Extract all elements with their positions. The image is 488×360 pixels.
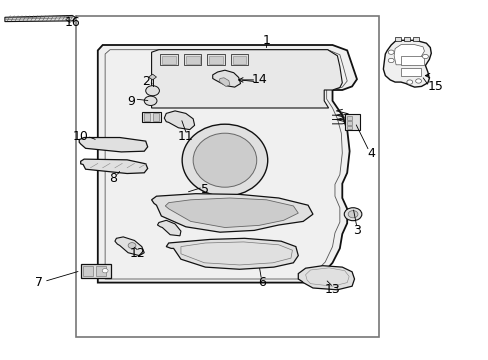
- Polygon shape: [98, 45, 356, 283]
- Text: 1: 1: [262, 34, 270, 47]
- Polygon shape: [5, 15, 76, 22]
- Bar: [230, 54, 248, 65]
- Bar: [96, 266, 106, 276]
- Bar: [83, 266, 93, 276]
- Polygon shape: [81, 159, 147, 174]
- Text: 11: 11: [178, 130, 193, 143]
- Polygon shape: [148, 74, 156, 80]
- Circle shape: [128, 243, 136, 248]
- Circle shape: [344, 208, 361, 221]
- Polygon shape: [164, 111, 194, 130]
- Text: 15: 15: [427, 80, 442, 93]
- Text: 12: 12: [130, 247, 145, 260]
- Polygon shape: [165, 198, 298, 228]
- Bar: [185, 56, 199, 64]
- Bar: [207, 54, 224, 65]
- Bar: [153, 113, 159, 121]
- Bar: [76, 16, 378, 337]
- Polygon shape: [166, 238, 298, 269]
- Text: 3: 3: [352, 224, 360, 237]
- Bar: [232, 56, 246, 64]
- Bar: [160, 54, 178, 65]
- Polygon shape: [383, 40, 430, 87]
- Text: 16: 16: [64, 16, 80, 29]
- Bar: [346, 121, 351, 125]
- Polygon shape: [393, 45, 424, 65]
- Text: 7: 7: [35, 276, 43, 289]
- Bar: [400, 68, 420, 76]
- Polygon shape: [298, 266, 354, 290]
- Text: 13: 13: [324, 283, 340, 296]
- Bar: [412, 37, 418, 41]
- Text: 8: 8: [109, 172, 117, 185]
- Bar: [400, 56, 424, 65]
- Text: 14: 14: [251, 73, 266, 86]
- Ellipse shape: [193, 133, 256, 187]
- Bar: [346, 126, 351, 129]
- Polygon shape: [115, 237, 144, 256]
- Polygon shape: [219, 78, 229, 86]
- Polygon shape: [151, 194, 312, 232]
- Polygon shape: [212, 70, 240, 87]
- Circle shape: [102, 269, 108, 273]
- Circle shape: [387, 58, 393, 63]
- Text: 2: 2: [142, 75, 149, 87]
- Polygon shape: [79, 138, 147, 152]
- Bar: [142, 112, 161, 122]
- Ellipse shape: [182, 124, 267, 196]
- Bar: [183, 54, 201, 65]
- Circle shape: [387, 50, 393, 54]
- Polygon shape: [151, 50, 342, 108]
- Text: 9: 9: [127, 95, 135, 108]
- Circle shape: [145, 86, 159, 96]
- Bar: [346, 116, 351, 120]
- Text: 6: 6: [257, 276, 265, 289]
- Text: 5: 5: [201, 183, 209, 195]
- Bar: [394, 37, 400, 41]
- Text: 4: 4: [367, 147, 375, 159]
- Bar: [209, 56, 223, 64]
- Circle shape: [347, 211, 357, 218]
- Circle shape: [422, 54, 427, 59]
- Circle shape: [406, 80, 412, 84]
- Bar: [81, 264, 111, 278]
- Circle shape: [415, 79, 421, 83]
- Polygon shape: [157, 220, 181, 236]
- Bar: [403, 37, 409, 41]
- Bar: [345, 114, 359, 130]
- Bar: [162, 56, 176, 64]
- Bar: [144, 113, 150, 121]
- Circle shape: [144, 96, 157, 105]
- Text: 10: 10: [73, 130, 88, 143]
